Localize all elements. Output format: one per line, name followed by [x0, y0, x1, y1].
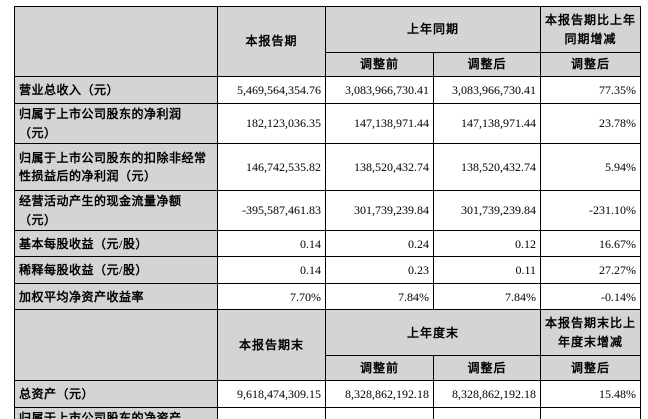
- value-before: 0.23: [325, 256, 434, 285]
- row-label: 经营活动产生的现金流量净额（元）: [14, 190, 218, 232]
- value-after: 138,520,432.74: [432, 143, 542, 192]
- table-row-total-revenue: 营业总收入（元） 5,469,564,354.76 3,083,966,730.…: [14, 76, 642, 104]
- value-change: 23.78%: [540, 102, 642, 145]
- row-label: 归属于上市公司股东的净资产（元）: [14, 407, 218, 419]
- value-after: 3,083,966,730.41: [432, 76, 542, 104]
- col-header-prior-year-end: 上年度末: [324, 309, 542, 357]
- section2-subheader-row: 调整前 调整后 调整后: [15, 355, 642, 382]
- subheader-before-adjustment: 调整前: [325, 355, 434, 382]
- value-before: 301,739,239.84: [325, 190, 434, 232]
- table-row-diluted-eps: 稀释每股收益（元/股） 0.14 0.23 0.11 27.27%: [14, 256, 642, 285]
- value-change: 10.61%: [540, 407, 642, 419]
- value-current: -395,587,461.83: [217, 190, 326, 232]
- section2-header-row: 本报告期末 上年度末 本报告期末比上年度末增减: [14, 309, 642, 382]
- value-current: 9,618,474,309.15: [217, 380, 326, 409]
- row-label: 营业总收入（元）: [14, 76, 218, 104]
- value-before: 138,520,432.74: [325, 143, 434, 192]
- value-current: 7.70%: [217, 283, 326, 311]
- table-row-net-profit-excl-nonrecurring: 归属于上市公司股东的扣除非经常性损益后的净利润（元） 146,742,535.8…: [14, 143, 642, 192]
- subheader-before-adjustment: 调整前: [325, 52, 434, 77]
- table-row-net-profit: 归属于上市公司股东的净利润（元） 182,123,036.35 147,138,…: [14, 102, 642, 145]
- col-header-current-period: 本报告期: [217, 6, 326, 77]
- value-after: 2,276,968,665.82: [432, 407, 542, 419]
- section1-subheader-row: 调整前 调整后 调整后: [15, 52, 642, 77]
- row-label: 归属于上市公司股东的扣除非经常性损益后的净利润（元）: [14, 143, 218, 192]
- value-current: 0.14: [217, 256, 326, 285]
- table-row-weighted-avg-roe: 加权平均净资产收益率 7.70% 7.84% 7.84% -0.14%: [14, 283, 642, 311]
- value-change: 15.48%: [540, 380, 642, 409]
- value-current: 5,469,564,354.76: [217, 76, 326, 104]
- value-current: 0.14: [217, 230, 326, 258]
- corner-cell: [14, 6, 218, 77]
- value-before: 0.24: [325, 230, 434, 258]
- value-after: 8,328,862,192.18: [432, 380, 542, 409]
- value-after: 7.84%: [432, 283, 542, 311]
- value-change: 5.94%: [540, 143, 642, 192]
- table-row-net-assets: 归属于上市公司股东的净资产（元） 2,518,616,236.41 2,276,…: [14, 407, 642, 419]
- value-current: 146,742,535.82: [217, 143, 326, 192]
- value-change: 16.67%: [540, 230, 642, 258]
- value-before: 2,276,968,665.82: [325, 407, 434, 419]
- value-before: 7.84%: [325, 283, 434, 311]
- row-label: 稀释每股收益（元/股）: [14, 256, 218, 285]
- value-after: 301,739,239.84: [432, 190, 542, 232]
- col-header-change-period-end: 本报告期末比上年度末增减: [540, 309, 642, 357]
- section1-header-row: 本报告期 上年同期 本报告期比上年同期增减: [14, 6, 642, 77]
- financial-summary-table: 本报告期 上年同期 本报告期比上年同期增减 调整前 调整后 调整后 营业总收入（…: [14, 6, 642, 419]
- value-change: 27.27%: [540, 256, 642, 285]
- col-header-prior-period: 上年同期: [324, 6, 542, 53]
- value-current: 182,123,036.35: [217, 102, 326, 145]
- value-change: -0.14%: [540, 283, 642, 311]
- table-row-total-assets: 总资产（元） 9,618,474,309.15 8,328,862,192.18…: [14, 380, 642, 409]
- value-change: -231.10%: [540, 190, 642, 232]
- subheader-change-after-adjustment: 调整后: [540, 355, 642, 382]
- value-before: 8,328,862,192.18: [325, 380, 434, 409]
- row-label: 基本每股收益（元/股）: [14, 230, 218, 258]
- value-current: 2,518,616,236.41: [217, 407, 326, 419]
- value-change: 77.35%: [540, 76, 642, 104]
- subheader-after-adjustment: 调整后: [432, 355, 542, 382]
- row-label: 归属于上市公司股东的净利润（元）: [14, 102, 218, 145]
- row-label: 加权平均净资产收益率: [14, 283, 218, 311]
- col-header-change: 本报告期比上年同期增减: [540, 6, 642, 53]
- col-header-current-period-end: 本报告期末: [217, 309, 326, 382]
- subheader-after-adjustment: 调整后: [432, 52, 542, 77]
- table-row-basic-eps: 基本每股收益（元/股） 0.14 0.24 0.12 16.67%: [14, 230, 642, 258]
- value-after: 147,138,971.44: [432, 102, 542, 145]
- value-after: 0.12: [432, 230, 542, 258]
- row-label: 总资产（元）: [14, 380, 218, 409]
- subheader-change-after-adjustment: 调整后: [540, 52, 642, 77]
- corner-cell: [14, 309, 218, 382]
- table-row-operating-cash-flow: 经营活动产生的现金流量净额（元） -395,587,461.83 301,739…: [14, 190, 642, 232]
- value-after: 0.11: [432, 256, 542, 285]
- value-before: 3,083,966,730.41: [325, 76, 434, 104]
- value-before: 147,138,971.44: [325, 102, 434, 145]
